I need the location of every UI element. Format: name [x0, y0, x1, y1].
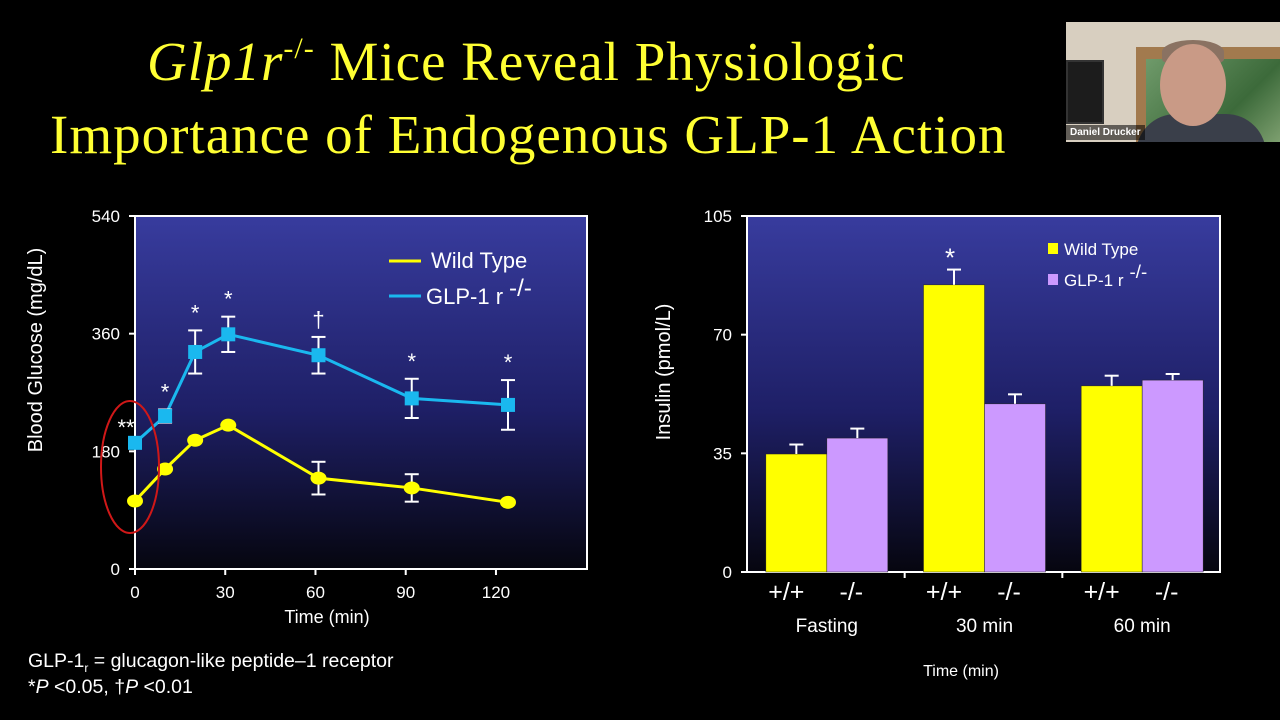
x-category-label: Fasting [796, 616, 858, 637]
legend-swatch [1048, 274, 1058, 285]
x-tick-label: 90 [396, 583, 415, 602]
significance-marker: ** [117, 415, 135, 440]
y-axis-label: Blood Glucose (mg/dL) [25, 248, 47, 453]
legend-label: Wild Type [1064, 240, 1138, 259]
bar-genotype-label: -/- [997, 578, 1021, 606]
footnote-significance: *P <0.05, †P <0.01 [28, 676, 193, 699]
data-point [128, 435, 142, 450]
data-point [127, 494, 143, 508]
x-tick-label: 30 [216, 583, 235, 602]
y-tick-label: 105 [704, 207, 732, 226]
data-point [188, 344, 203, 359]
footnote-text: * [28, 676, 36, 698]
data-point [158, 409, 173, 424]
bar [1080, 385, 1143, 573]
title-rest: Mice Reveal Physiologic [314, 31, 906, 92]
footnote-p: P [125, 676, 139, 698]
bar [984, 403, 1046, 573]
x-category-label: 30 min [956, 616, 1013, 637]
title-gene-name: Glp1r [147, 31, 284, 92]
bar [1141, 379, 1204, 573]
speaker-face [1160, 44, 1226, 126]
title-superscript: -/- [283, 32, 315, 65]
data-point [221, 327, 236, 342]
y-axis-label: Insulin (pmol/L) [653, 304, 675, 441]
y-tick-label: 35 [713, 444, 732, 463]
bar-genotype-label: -/- [840, 578, 864, 606]
significance-marker: * [191, 300, 200, 325]
significance-marker: * [224, 287, 233, 312]
significance-marker: * [161, 379, 170, 404]
y-tick-label: 540 [92, 207, 120, 226]
bar-genotype-label: -/- [1155, 578, 1179, 606]
x-tick-label: 60 [306, 583, 325, 602]
footnote-text: <0.01 [138, 676, 193, 698]
data-point [311, 348, 326, 363]
data-point [157, 462, 174, 476]
footnote-definition: GLP-1r = glucagon-like peptide–1 recepto… [28, 650, 394, 675]
y-tick-label: 0 [111, 560, 120, 579]
legend-label: GLP-1 r -/- [1064, 261, 1147, 290]
bar-genotype-label: +/+ [1084, 578, 1120, 606]
footnote-p: P [35, 676, 49, 698]
data-point [310, 471, 327, 485]
y-tick-label: 360 [92, 325, 120, 344]
data-point [220, 418, 237, 432]
participant-name: Daniel Drucker [1066, 125, 1145, 140]
footnote-text: GLP-1 [28, 650, 85, 672]
bar-genotype-label: +/+ [768, 578, 804, 606]
bar [826, 437, 889, 573]
bar-genotype-label: +/+ [926, 578, 962, 606]
legend-label: GLP-1 r -/- [426, 275, 532, 309]
significance-marker: * [945, 243, 955, 273]
webcam-overlay[interactable]: Daniel Drucker [1066, 22, 1280, 142]
x-axis-label: Time (min) [923, 663, 999, 680]
bar [765, 453, 828, 573]
x-tick-label: 120 [482, 583, 510, 602]
data-point [500, 397, 515, 412]
plot-area [134, 215, 588, 570]
legend-swatch [1048, 243, 1058, 254]
data-point [404, 391, 419, 406]
highlight-ellipse [100, 400, 160, 534]
y-tick-label: 180 [92, 442, 120, 461]
blood-glucose-chart: 0 180 360 540 0 30 60 90 120 Time (min) Blood Gluc… [25, 207, 588, 627]
footnote-subscript: r [84, 660, 89, 675]
data-point [403, 481, 420, 495]
insulin-chart: 0 35 70 105 +/+ -/- Fasting * +/+ -/- 30 min +/+ -/-… [653, 207, 1221, 680]
footnote-text: = glucagon-like peptide–1 receptor [88, 650, 394, 672]
slide-title-line-2: Importance of Endogenous GLP-1 Action [50, 104, 1007, 165]
footnote-text: <0.05, † [48, 676, 126, 698]
significance-marker: * [407, 349, 416, 374]
bar [923, 284, 985, 573]
slide-title-line-1: Glp1r-/- Mice Reveal Physiologic [147, 30, 905, 93]
data-point [187, 433, 204, 447]
significance-marker: * [504, 350, 513, 375]
significance-marker: † [312, 307, 324, 332]
legend-label: Wild Type [431, 248, 527, 273]
y-tick-label: 70 [713, 326, 732, 345]
x-category-label: 60 min [1114, 616, 1171, 637]
data-point [499, 495, 516, 509]
y-tick-label: 0 [723, 563, 732, 582]
x-axis-label: Time (min) [284, 607, 369, 627]
x-tick-label: 0 [130, 583, 139, 602]
wall-picture [1066, 60, 1104, 124]
